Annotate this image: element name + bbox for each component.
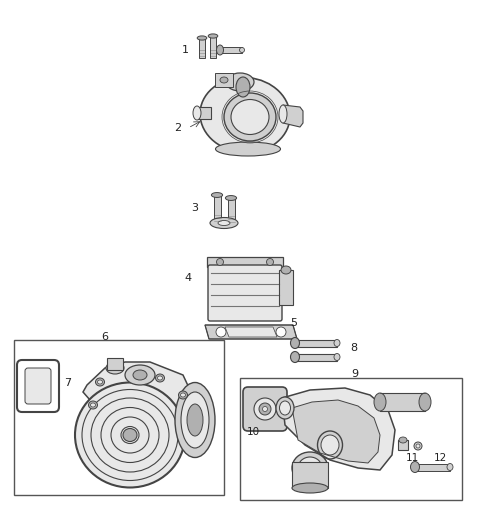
Ellipse shape — [276, 327, 286, 337]
Ellipse shape — [106, 362, 124, 374]
Bar — [14, 340, 224, 495]
Text: 2: 2 — [174, 123, 181, 133]
Ellipse shape — [226, 196, 237, 201]
Ellipse shape — [321, 435, 339, 455]
Ellipse shape — [224, 93, 276, 141]
Polygon shape — [283, 105, 303, 127]
Ellipse shape — [374, 393, 386, 411]
Polygon shape — [282, 388, 395, 470]
Ellipse shape — [279, 105, 287, 123]
Ellipse shape — [181, 392, 209, 448]
Text: 5: 5 — [290, 318, 298, 328]
Ellipse shape — [334, 339, 340, 347]
Bar — [199, 38, 205, 58]
Polygon shape — [83, 362, 190, 415]
Ellipse shape — [193, 106, 201, 120]
Text: 9: 9 — [351, 369, 359, 379]
Ellipse shape — [88, 401, 97, 409]
Bar — [398, 440, 408, 450]
Ellipse shape — [187, 404, 203, 436]
Text: 1: 1 — [181, 45, 189, 55]
Ellipse shape — [216, 259, 224, 266]
FancyBboxPatch shape — [25, 368, 51, 404]
Ellipse shape — [216, 142, 280, 156]
Polygon shape — [205, 325, 297, 339]
Ellipse shape — [290, 352, 300, 362]
Ellipse shape — [263, 407, 267, 412]
Ellipse shape — [91, 403, 96, 407]
Ellipse shape — [133, 370, 147, 380]
Ellipse shape — [290, 337, 300, 349]
Ellipse shape — [259, 403, 271, 415]
Bar — [295, 340, 337, 347]
Ellipse shape — [399, 437, 407, 443]
Polygon shape — [292, 400, 380, 463]
Ellipse shape — [231, 99, 269, 135]
Bar — [380, 393, 425, 411]
FancyBboxPatch shape — [243, 387, 287, 431]
Ellipse shape — [334, 353, 340, 360]
Ellipse shape — [240, 48, 244, 53]
Text: 8: 8 — [350, 343, 358, 353]
Ellipse shape — [157, 376, 163, 380]
Ellipse shape — [226, 73, 254, 91]
Ellipse shape — [179, 391, 188, 399]
Ellipse shape — [156, 374, 165, 382]
Ellipse shape — [220, 77, 228, 83]
Ellipse shape — [419, 393, 431, 411]
Text: 12: 12 — [433, 453, 446, 463]
Bar — [210, 36, 216, 58]
Ellipse shape — [211, 193, 223, 198]
Ellipse shape — [197, 36, 207, 40]
Ellipse shape — [210, 218, 238, 228]
FancyBboxPatch shape — [208, 265, 282, 321]
Text: 10: 10 — [246, 427, 260, 437]
Ellipse shape — [75, 382, 185, 487]
Ellipse shape — [180, 393, 185, 397]
Bar — [240, 378, 462, 500]
Ellipse shape — [218, 221, 230, 225]
Bar — [279, 270, 293, 305]
Ellipse shape — [175, 382, 215, 458]
Ellipse shape — [292, 452, 328, 484]
Ellipse shape — [125, 365, 155, 385]
Text: 3: 3 — [192, 203, 199, 213]
Text: 11: 11 — [406, 453, 419, 463]
Ellipse shape — [279, 401, 290, 415]
Text: 7: 7 — [64, 378, 72, 388]
Ellipse shape — [298, 457, 322, 479]
Text: 4: 4 — [184, 273, 192, 283]
Ellipse shape — [208, 34, 218, 38]
Ellipse shape — [281, 266, 291, 274]
Ellipse shape — [96, 378, 105, 386]
Bar — [295, 354, 337, 361]
Bar — [415, 464, 450, 471]
Bar — [107, 358, 123, 370]
Bar — [292, 462, 328, 488]
Bar — [207, 257, 283, 267]
Ellipse shape — [236, 77, 250, 97]
Ellipse shape — [97, 380, 103, 384]
Bar — [197, 107, 211, 119]
Bar — [220, 47, 242, 53]
Ellipse shape — [304, 462, 316, 474]
Ellipse shape — [254, 398, 276, 420]
Bar — [215, 73, 233, 87]
Ellipse shape — [123, 429, 137, 441]
Ellipse shape — [276, 397, 294, 419]
Ellipse shape — [216, 327, 226, 337]
Ellipse shape — [414, 442, 422, 450]
Ellipse shape — [292, 483, 328, 493]
Text: 6: 6 — [101, 332, 108, 342]
Ellipse shape — [410, 461, 420, 473]
Ellipse shape — [216, 45, 224, 55]
Ellipse shape — [200, 77, 290, 153]
Bar — [228, 198, 235, 224]
Polygon shape — [225, 327, 277, 337]
Ellipse shape — [447, 463, 453, 471]
Bar — [214, 195, 220, 223]
Ellipse shape — [416, 444, 420, 448]
Ellipse shape — [266, 259, 274, 266]
